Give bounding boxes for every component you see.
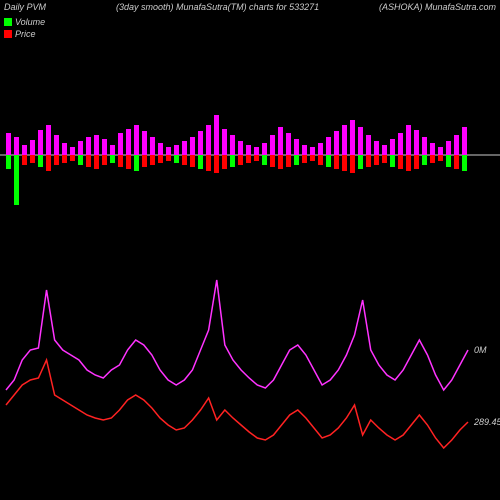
svg-text:289.45: 289.45 [473,417,500,427]
header-center: (3day smooth) MunafaSutra(TM) charts for… [76,2,349,12]
chart-svg: 0M 289.45 [0,40,500,500]
legend-volume-swatch [4,18,12,26]
chart-header: Daily PVM (3day smooth) MunafaSutra(TM) … [0,0,500,14]
legend-price: Price [4,28,496,40]
legend: Volume Price [0,14,500,42]
header-left: Daily PVM [4,2,46,12]
header-right: (ASHOKA) MunafaSutra.com [379,2,496,12]
chart-area: 0M 289.45 [0,40,500,500]
legend-price-label: Price [15,28,36,40]
svg-text:0M: 0M [474,345,487,355]
legend-volume-label: Volume [15,16,45,28]
legend-volume: Volume [4,16,496,28]
legend-price-swatch [4,30,12,38]
